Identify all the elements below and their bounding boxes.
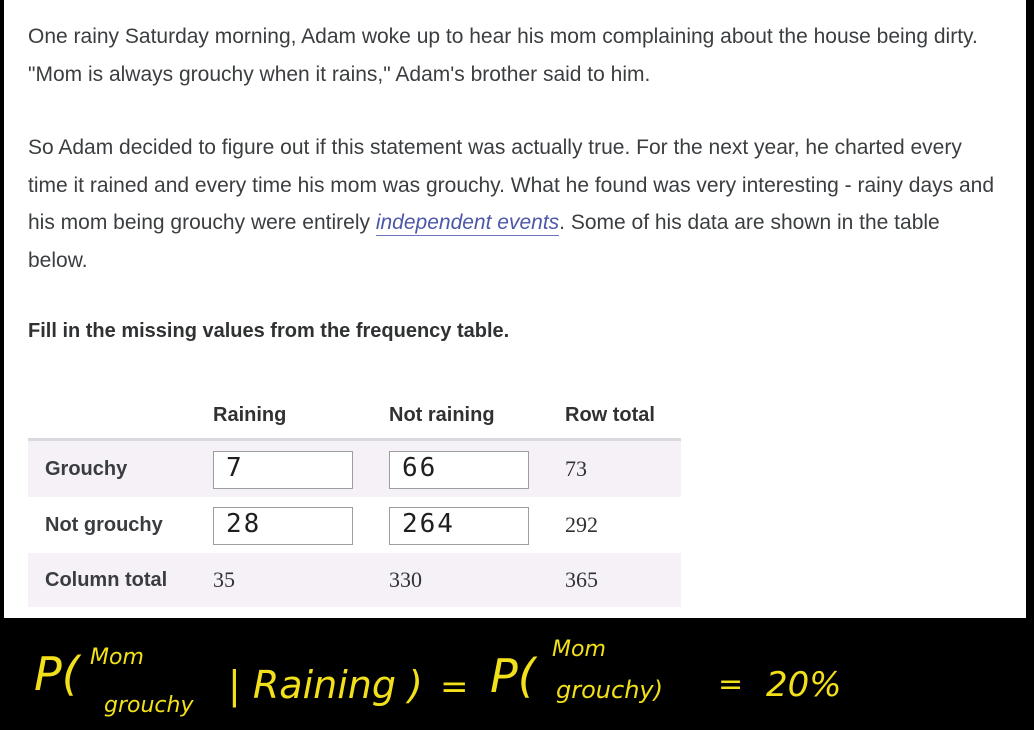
ink-result: 20% [766, 665, 842, 705]
paragraph-2-text-before: So Adam decided to figure out if this st… [28, 136, 995, 234]
handwritten-annotation: P( Mom grouchy | Raining ) = P( Mom grou… [34, 637, 842, 718]
ink-mom-left: Mom [90, 645, 144, 670]
table-row-column-total: Column total 35 330 365 [28, 553, 681, 607]
row-label-column-total: Column total [45, 568, 168, 591]
header-raining: Raining [213, 403, 287, 426]
ink-grouchy-left: grouchy [104, 693, 194, 718]
not-grouchy-row-total: 292 [565, 512, 598, 537]
grouchy-row-total: 73 [565, 456, 587, 481]
column-total-overall: 365 [565, 567, 598, 592]
not-grouchy-raining-input[interactable] [226, 509, 342, 539]
ink-equals-1: = [440, 667, 469, 707]
table-row-grouchy: Grouchy 73 [28, 441, 681, 497]
problem-paragraph-1: One rainy Saturday morning, Adam woke up… [28, 25, 978, 86]
grouchy-raining-input-box[interactable] [213, 451, 353, 489]
table-row-not-grouchy: Not grouchy 292 [28, 497, 681, 553]
ink-p-left-open: P( [34, 647, 82, 701]
ink-mom-right: Mom [552, 637, 606, 662]
column-total-raining: 35 [213, 567, 235, 592]
column-total-not-raining: 330 [389, 567, 422, 592]
table-header-row: Raining Not raining Row total [28, 392, 681, 441]
grouchy-not-raining-input-box[interactable] [389, 451, 529, 489]
independent-events-link[interactable]: independent events [375, 211, 560, 236]
row-label-grouchy: Grouchy [45, 457, 128, 480]
frequency-table: Raining Not raining Row total Grouchy 73… [28, 392, 681, 607]
ink-p-right-open: P( [490, 649, 538, 703]
header-not-raining: Not raining [389, 403, 495, 426]
not-grouchy-not-raining-input-box[interactable] [389, 507, 529, 545]
row-label-not-grouchy: Not grouchy [45, 513, 163, 536]
ink-grouchy-right: grouchy) [556, 676, 663, 704]
grouchy-not-raining-input[interactable] [402, 453, 518, 483]
paragraph-2-text-after: . Some of his data are shown in the tabl… [28, 211, 940, 272]
ink-given-raining: | Raining ) [228, 663, 423, 708]
header-row-total: Row total [565, 403, 655, 426]
not-grouchy-not-raining-input[interactable] [402, 509, 518, 539]
grouchy-raining-input[interactable] [226, 453, 342, 483]
problem-paragraph-2: So Adam decided to figure out if this st… [28, 129, 1003, 279]
ink-equals-2: = [718, 667, 743, 702]
instruction-text: Fill in the missing values from the freq… [28, 320, 510, 342]
exercise-panel: One rainy Saturday morning, Adam woke up… [4, 0, 1026, 618]
not-grouchy-raining-input-box[interactable] [213, 507, 353, 545]
